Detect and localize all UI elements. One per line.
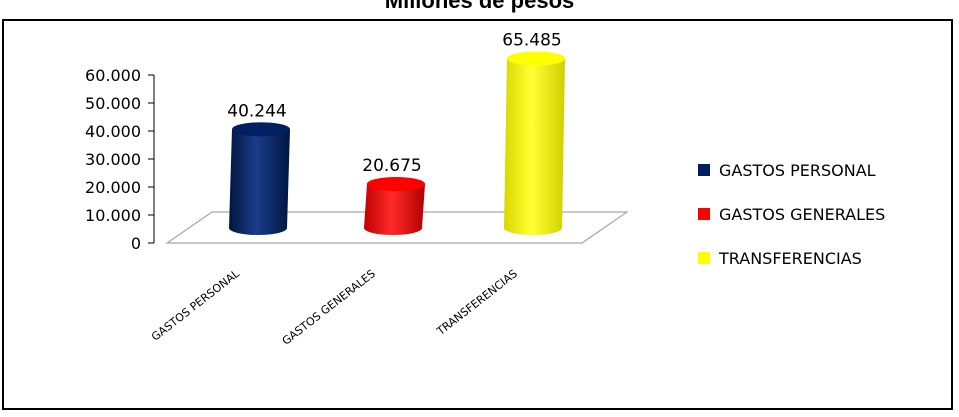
y-tick-label: 60.000 — [85, 66, 141, 85]
x-tick-label: GASTOS GENERALES — [280, 267, 378, 348]
y-tick-label: 40.000 — [85, 122, 141, 141]
y-tick-label: 0 — [131, 234, 141, 253]
legend-swatch — [698, 164, 710, 176]
bar-top-2 — [367, 177, 425, 192]
x-tick-label: TRANSFERENCIAS — [434, 267, 520, 338]
legend-entry: GASTOS PERSONAL — [719, 161, 876, 180]
data-label: 65.485 — [502, 31, 561, 51]
y-tick-label: 50.000 — [85, 94, 141, 113]
data-label: 20.675 — [362, 156, 421, 176]
bar-1 — [229, 122, 290, 235]
bar-3 — [504, 51, 565, 236]
bar-top-1 — [232, 122, 290, 137]
chart-title: Millones de pesos — [384, 0, 575, 13]
data-label: 40.244 — [227, 101, 286, 121]
legend-entry: GASTOS GENERALES — [719, 205, 885, 224]
y-tick-label: 10.000 — [85, 206, 141, 225]
y-tick-label: 30.000 — [85, 150, 141, 169]
legend-swatch — [698, 252, 710, 264]
x-tick-label: GASTOS PERSONAL — [149, 267, 243, 344]
bar-top-3 — [507, 51, 565, 66]
legend-entry: TRANSFERENCIAS — [718, 249, 862, 268]
bar-2 — [364, 177, 425, 235]
legend-swatch — [698, 208, 710, 220]
y-tick-label: 20.000 — [85, 178, 141, 197]
